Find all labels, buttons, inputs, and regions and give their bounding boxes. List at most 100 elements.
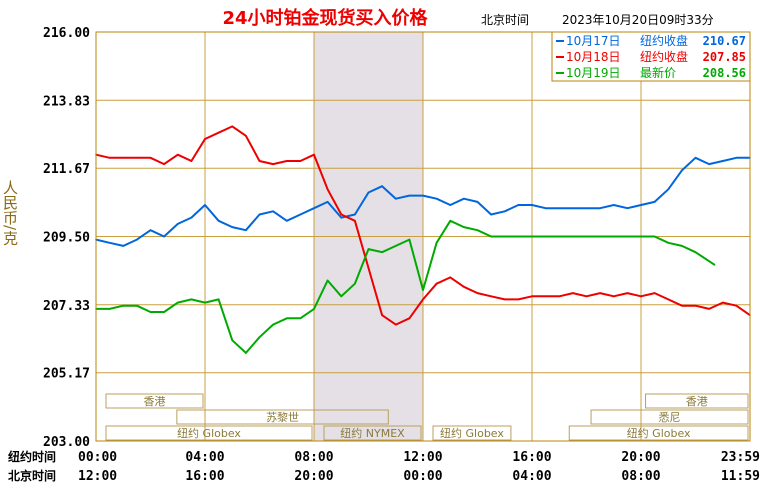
series-point-2 bbox=[163, 163, 165, 165]
series-point-2 bbox=[217, 131, 220, 134]
series-point-3 bbox=[531, 235, 533, 238]
series-point-3 bbox=[190, 298, 193, 301]
series-point-3 bbox=[163, 311, 165, 313]
series-point-1 bbox=[217, 219, 220, 222]
series-point-3 bbox=[503, 235, 506, 238]
market-session-label: 悉尼 bbox=[659, 411, 681, 424]
series-point-2 bbox=[640, 295, 642, 298]
location-label: 北京时间 bbox=[481, 13, 529, 27]
series-point-1 bbox=[381, 185, 383, 187]
series-point-3 bbox=[681, 245, 683, 247]
series-point-3 bbox=[245, 352, 247, 354]
series-point-2 bbox=[190, 160, 193, 162]
series-point-1 bbox=[599, 207, 601, 209]
series-point-2 bbox=[476, 292, 479, 294]
legend-price-value: 207.85 bbox=[703, 50, 746, 64]
y-tick-label: 207.33 bbox=[43, 299, 90, 314]
x-tick-ny: 16:00 bbox=[512, 450, 551, 465]
y-tick-label: 211.67 bbox=[43, 162, 90, 177]
series-point-2 bbox=[340, 213, 343, 216]
series-point-2 bbox=[108, 157, 111, 159]
series-point-3 bbox=[272, 323, 274, 326]
series-point-3 bbox=[149, 311, 152, 313]
series-point-1 bbox=[285, 219, 288, 222]
series-point-1 bbox=[367, 191, 370, 194]
legend-series-name: 10月19日 bbox=[566, 66, 621, 80]
series-point-1 bbox=[149, 229, 152, 232]
series-point-2 bbox=[735, 304, 738, 307]
x-tick-bj: 08:00 bbox=[621, 469, 660, 484]
series-point-1 bbox=[449, 204, 452, 206]
legend-price-value: 210.67 bbox=[703, 34, 746, 48]
series-point-2 bbox=[204, 138, 206, 140]
series-point-2 bbox=[517, 298, 520, 301]
series-point-1 bbox=[408, 194, 411, 197]
series-point-1 bbox=[272, 210, 274, 213]
series-point-3 bbox=[640, 235, 642, 238]
series-point-2 bbox=[572, 292, 574, 294]
series-point-1 bbox=[463, 197, 465, 200]
series-point-3 bbox=[713, 264, 716, 266]
y-tick-label: 203.00 bbox=[43, 435, 90, 450]
series-point-2 bbox=[612, 295, 615, 298]
series-line-3 bbox=[96, 219, 716, 354]
series-point-1 bbox=[585, 207, 588, 209]
series-point-2 bbox=[449, 276, 452, 279]
series-lines bbox=[95, 125, 751, 354]
series-point-3 bbox=[231, 339, 234, 342]
x-tick-bj: 11:59 bbox=[721, 469, 760, 484]
series-point-1 bbox=[204, 204, 206, 206]
series-point-1 bbox=[517, 204, 520, 206]
x-tick-bj: 00:00 bbox=[403, 469, 442, 484]
market-session-box bbox=[432, 425, 512, 441]
legend-price-label: 纽约收盘 bbox=[640, 33, 688, 48]
y-tick-label: 216.00 bbox=[43, 26, 90, 41]
series-point-2 bbox=[490, 295, 492, 298]
series-point-3 bbox=[408, 238, 411, 241]
x-tick-ny: 20:00 bbox=[621, 450, 660, 465]
legend-box bbox=[551, 31, 751, 82]
series-point-2 bbox=[626, 292, 629, 294]
series-point-2 bbox=[708, 308, 710, 310]
series-point-1 bbox=[626, 207, 629, 209]
x-row-bj-label: 北京时间 bbox=[8, 468, 56, 483]
series-point-1 bbox=[190, 216, 193, 219]
series-point-3 bbox=[258, 336, 261, 338]
series-point-3 bbox=[354, 282, 356, 285]
series-point-3 bbox=[122, 304, 125, 307]
series-point-2 bbox=[299, 160, 302, 162]
series-point-3 bbox=[176, 301, 179, 304]
x-tick-labels: 00:00 12:00 04:00 16:00 08:00 20:00 12:00 00:00… bbox=[78, 450, 760, 484]
series-point-2 bbox=[245, 135, 247, 137]
series-point-2 bbox=[422, 298, 424, 301]
series-point-2 bbox=[136, 157, 138, 159]
series-point-2 bbox=[149, 157, 152, 159]
x-tick-ny: 04:00 bbox=[185, 450, 224, 465]
series-point-3 bbox=[599, 235, 601, 238]
market-session-label: 香港 bbox=[144, 395, 166, 408]
legend-price-value: 208.56 bbox=[703, 66, 746, 80]
y-axis-title: 人民币/克 bbox=[1, 180, 19, 246]
series-point-2 bbox=[599, 292, 601, 294]
series-point-2 bbox=[326, 188, 329, 191]
series-point-1 bbox=[136, 238, 138, 241]
x-tick-ny: 00:00 bbox=[78, 450, 117, 465]
series-point-1 bbox=[503, 210, 506, 213]
series-point-1 bbox=[735, 157, 738, 159]
series-point-1 bbox=[653, 201, 656, 203]
series-point-1 bbox=[231, 226, 234, 228]
series-point-1 bbox=[340, 216, 343, 219]
series-point-2 bbox=[653, 292, 656, 294]
series-point-2 bbox=[367, 267, 370, 269]
legend-price-label: 纽约收盘 bbox=[640, 49, 688, 64]
legend-series-name: 10月17日 bbox=[566, 34, 621, 48]
market-session-box bbox=[176, 409, 389, 425]
series-point-1 bbox=[354, 213, 356, 216]
series-point-3 bbox=[340, 295, 343, 298]
series-point-2 bbox=[176, 153, 179, 156]
x-tick-bj: 12:00 bbox=[78, 469, 117, 484]
series-point-2 bbox=[667, 298, 670, 301]
x-tick-ny: 08:00 bbox=[294, 450, 333, 465]
series-point-1 bbox=[490, 213, 492, 216]
